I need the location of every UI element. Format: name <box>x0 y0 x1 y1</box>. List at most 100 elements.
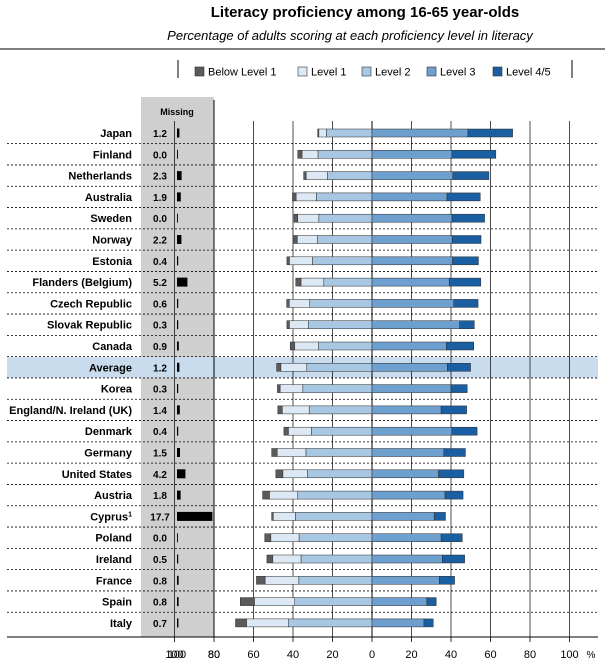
bar-below-level-1 <box>277 405 283 415</box>
country-footnote: 1 <box>128 511 132 518</box>
bar-level-1 <box>276 448 307 457</box>
country-label: Australia <box>85 192 133 204</box>
missing-value: 1.4 <box>153 406 167 417</box>
missing-value: 1.8 <box>153 491 167 502</box>
missing-bar <box>177 575 179 585</box>
bar-level-1 <box>288 426 312 436</box>
bar-level-3 <box>371 554 443 564</box>
legend-label-level-1: Level 1 <box>311 67 346 79</box>
bar-level-1 <box>305 171 328 180</box>
x-tick-label: 40 <box>287 649 299 661</box>
missing-bar <box>177 597 179 607</box>
row-germany: Germany 1.5 <box>84 448 466 460</box>
bar-level-4-5 <box>423 618 434 628</box>
country-label: Poland <box>95 533 132 545</box>
bar-level-2 <box>309 299 373 308</box>
bar-level-3 <box>371 405 442 415</box>
bar-level-2 <box>297 490 373 500</box>
bar-level-1 <box>301 150 319 159</box>
legend-swatch-level-2 <box>361 66 372 77</box>
bar-level-3 <box>371 576 440 585</box>
country-label: Estonia <box>92 256 133 268</box>
bar-level-4-5 <box>452 256 479 266</box>
bar-below-level-1 <box>286 320 290 329</box>
country-label: Finland <box>93 149 132 161</box>
row-ireland: Ireland 0.5 <box>96 554 465 566</box>
bar-below-level-1 <box>303 171 307 180</box>
bar-level-2 <box>308 320 373 329</box>
x-tick-label: 80 <box>208 649 220 661</box>
bar-level-1 <box>318 128 327 138</box>
bar-level-3 <box>371 384 452 393</box>
missing-bar <box>177 213 178 223</box>
missing-value: 0.5 <box>153 555 167 566</box>
country-label: Spain <box>102 597 132 609</box>
row-estonia: Estonia 0.4 <box>92 256 479 268</box>
bar-level-4-5 <box>451 213 485 223</box>
bar-level-3 <box>371 618 425 628</box>
bar-below-level-1 <box>297 150 303 159</box>
row-canada: Canada 0.9 <box>92 341 474 353</box>
bar-level-2 <box>305 448 373 457</box>
bar-level-3 <box>371 597 428 606</box>
bar-level-2 <box>294 597 373 606</box>
country-label: Japan <box>100 128 132 140</box>
grid-layer <box>7 100 598 637</box>
row-netherlands: Netherlands 2.3 <box>68 171 490 183</box>
country-label: Sweden <box>90 213 132 225</box>
row-italy: Italy 0.7 <box>110 618 434 630</box>
bar-level-1 <box>270 533 300 542</box>
missing-value: 0.4 <box>153 257 167 268</box>
bar-level-4-5 <box>442 554 465 564</box>
bar-below-level-1 <box>295 277 302 287</box>
row-denmark: Denmark 0.4 <box>85 426 478 438</box>
legend-swatch-level-4-5 <box>492 66 503 77</box>
bar-level-3 <box>371 512 435 521</box>
bar-level-3 <box>371 235 453 244</box>
bar-level-4-5 <box>439 576 455 585</box>
row-sweden: Sweden 0.0 <box>90 213 485 225</box>
bar-below-level-1 <box>266 554 274 564</box>
bar-level-4-5 <box>433 512 446 521</box>
missing-value: 1.9 <box>153 193 167 204</box>
x-tick-label: 100 <box>165 649 183 661</box>
bar-level-2 <box>316 192 373 202</box>
missing-value: 1.2 <box>153 363 167 374</box>
bar-level-4-5 <box>446 363 471 372</box>
bar-level-1 <box>288 299 311 308</box>
bar-level-4-5 <box>440 533 463 542</box>
bar-level-3 <box>371 150 453 159</box>
row-korea: Korea 0.3 <box>101 384 468 396</box>
legend-label-level-2: Level 2 <box>375 67 410 79</box>
bar-level-1 <box>297 235 318 244</box>
x-axis-unit: % <box>587 650 596 661</box>
missing-bar <box>177 533 178 543</box>
bar-level-3 <box>371 256 453 266</box>
bar-below-level-1 <box>283 426 289 436</box>
missing-bar <box>177 171 182 181</box>
missing-value: 4.2 <box>153 470 167 481</box>
x-tick-label: 20 <box>405 649 417 661</box>
missing-bar <box>177 341 179 351</box>
missing-value: 0.0 <box>153 150 167 161</box>
bar-level-3 <box>371 213 453 223</box>
bar-level-3 <box>371 341 447 351</box>
row-united-states: United States 4.2 <box>62 469 465 481</box>
bar-below-level-1 <box>293 213 298 223</box>
legend-swatch-level-3 <box>426 66 437 77</box>
bar-below-level-1 <box>271 448 278 457</box>
bar-below-level-1 <box>240 597 255 606</box>
bar-level-1 <box>269 490 298 500</box>
missing-value: 0.7 <box>153 619 167 630</box>
missing-bar <box>177 426 179 436</box>
missing-value: 0.3 <box>153 321 167 332</box>
missing-bar <box>177 618 179 628</box>
row-flanders-belgium: Flanders (Belgium) 5.2 <box>32 277 482 289</box>
bar-below-level-1 <box>292 235 298 244</box>
bar-level-2 <box>317 235 373 244</box>
legend-label-level-4-5: Level 4/5 <box>506 67 551 79</box>
country-label: Cyprus1 <box>90 511 132 523</box>
bar-below-level-1 <box>292 192 297 202</box>
bar-level-4-5 <box>451 150 497 159</box>
